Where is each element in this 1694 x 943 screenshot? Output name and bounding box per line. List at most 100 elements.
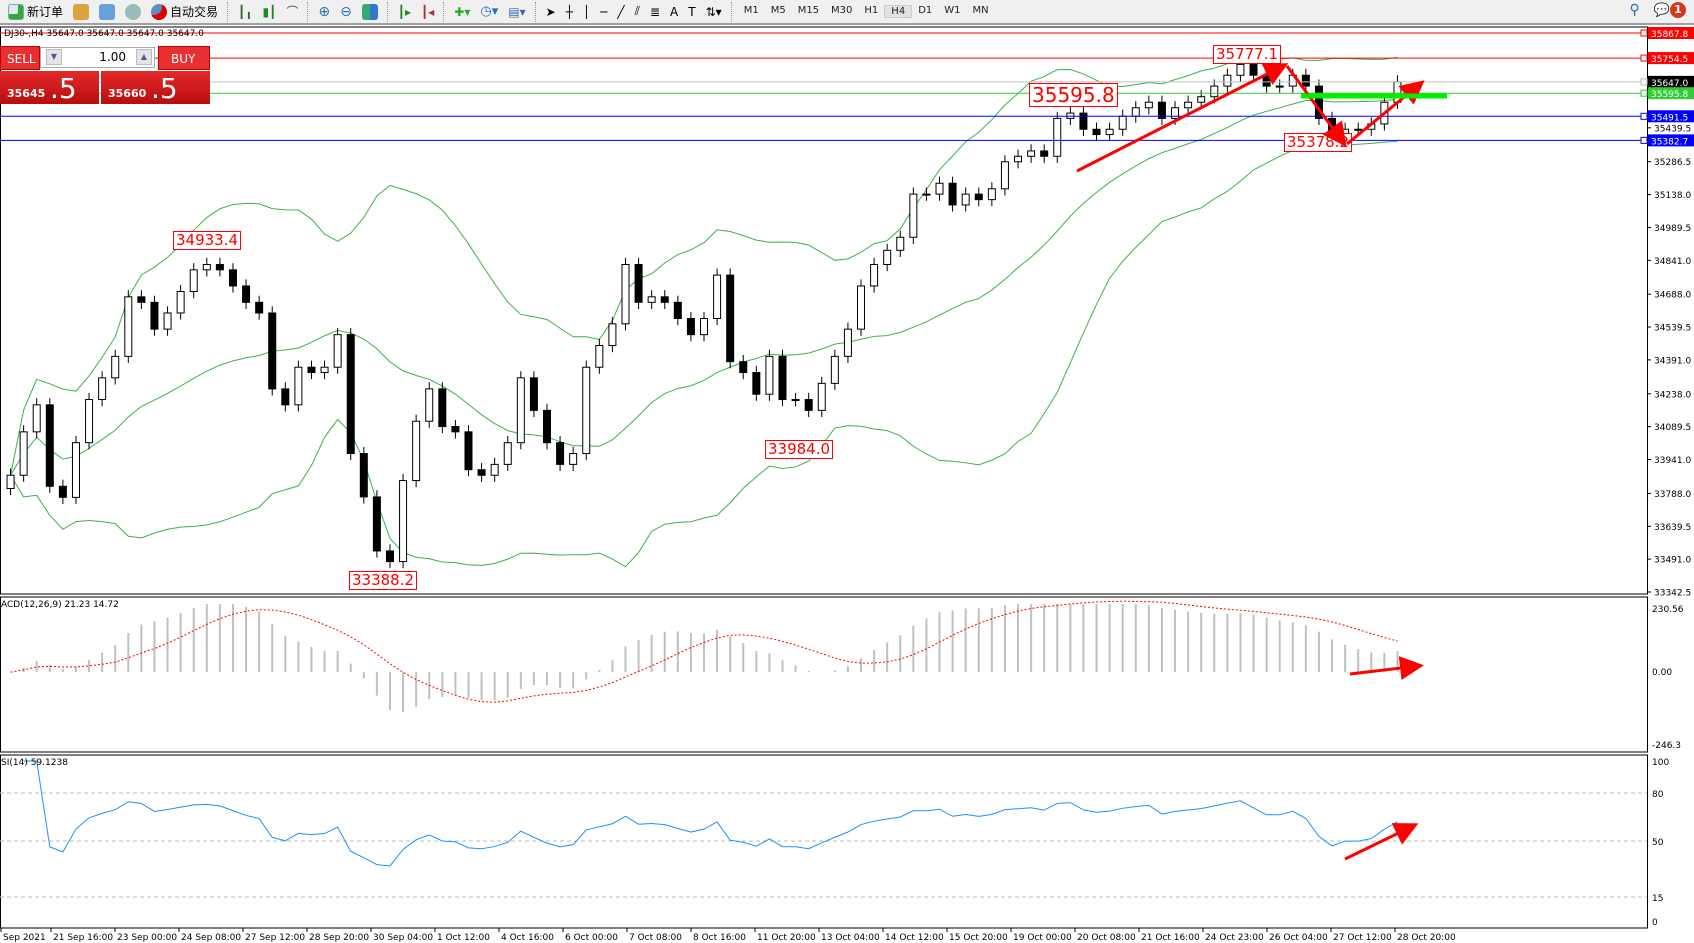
- new-order-button[interactable]: 新订单: [4, 1, 67, 22]
- timeframe-m5[interactable]: M5: [770, 5, 786, 16]
- bear-candle[interactable]: [1314, 85, 1323, 119]
- bear-candle[interactable]: [778, 355, 787, 401]
- bear-candle[interactable]: [948, 182, 957, 206]
- bull-candle[interactable]: [490, 463, 499, 476]
- buy-price-button[interactable]: 35660 .5: [101, 71, 210, 104]
- bull-candle[interactable]: [883, 249, 892, 265]
- bear-candle[interactable]: [150, 301, 159, 330]
- bear-candle[interactable]: [804, 399, 813, 411]
- bear-candle[interactable]: [58, 485, 67, 498]
- navigator-button[interactable]: [95, 1, 119, 22]
- bear-candle[interactable]: [281, 388, 290, 406]
- bull-candle[interactable]: [1275, 85, 1284, 88]
- bull-candle[interactable]: [412, 420, 421, 482]
- bull-candle[interactable]: [202, 263, 211, 271]
- channel-button[interactable]: ⫽: [631, 1, 644, 22]
- bull-candle[interactable]: [1014, 155, 1023, 163]
- bull-candle[interactable]: [1288, 74, 1297, 87]
- text-label-button[interactable]: T: [684, 1, 699, 22]
- bull-candle[interactable]: [333, 334, 342, 368]
- trendline-button[interactable]: ╱: [613, 1, 628, 22]
- bull-candle[interactable]: [1171, 107, 1180, 119]
- search-icon[interactable]: ⚲: [1629, 2, 1640, 18]
- bull-candle[interactable]: [1223, 74, 1232, 87]
- bull-candle[interactable]: [503, 442, 512, 465]
- bull-candle[interactable]: [595, 345, 604, 368]
- bear-candle[interactable]: [726, 274, 735, 363]
- bull-candle[interactable]: [1105, 128, 1114, 136]
- price-annotation[interactable]: 35595.8: [1029, 83, 1118, 107]
- bull-candle[interactable]: [124, 296, 133, 357]
- signals-button[interactable]: [121, 1, 145, 22]
- zoom-in-button[interactable]: ⊕: [314, 1, 334, 22]
- bull-candle[interactable]: [987, 188, 996, 201]
- level-handle[interactable]: [1640, 78, 1648, 86]
- timeframe-h4[interactable]: H4: [884, 5, 913, 18]
- bull-candle[interactable]: [176, 291, 185, 314]
- bull-candle[interactable]: [111, 355, 120, 379]
- timeframe-w1[interactable]: W1: [944, 5, 961, 16]
- horizontal-line-button[interactable]: ─: [596, 1, 611, 22]
- zoom-out-button[interactable]: ⊖: [336, 1, 356, 22]
- bull-candle[interactable]: [163, 312, 172, 330]
- bear-candle[interactable]: [385, 550, 394, 563]
- line-chart-button[interactable]: ⌒: [282, 1, 302, 22]
- sell-price-button[interactable]: 35645 .5: [0, 71, 99, 104]
- bull-candle[interactable]: [1380, 101, 1389, 125]
- chart-shift-button[interactable]: ┃◂: [417, 1, 438, 22]
- candlestick-button[interactable]: ▮┃: [258, 1, 280, 22]
- periods-button[interactable]: ◷▾: [476, 1, 502, 22]
- volume-increase-button[interactable]: ▲: [136, 49, 152, 65]
- price-annotation[interactable]: 35777.1: [1213, 45, 1282, 64]
- bear-candle[interactable]: [346, 334, 355, 455]
- bear-candle[interactable]: [228, 269, 237, 287]
- price-annotation[interactable]: 34933.4: [173, 231, 242, 250]
- fibonacci-button[interactable]: ≣: [646, 1, 664, 22]
- auto-scroll-button[interactable]: ┃▸: [394, 1, 415, 22]
- bull-candle[interactable]: [896, 236, 905, 251]
- bear-candle[interactable]: [1249, 63, 1258, 76]
- bull-candle[interactable]: [32, 404, 41, 433]
- bar-chart-button[interactable]: ┃╻: [234, 1, 256, 22]
- bear-candle[interactable]: [464, 431, 473, 471]
- bear-candle[interactable]: [974, 193, 983, 201]
- bear-candle[interactable]: [307, 366, 316, 374]
- bull-candle[interactable]: [700, 318, 708, 336]
- bull-candle[interactable]: [1367, 123, 1376, 130]
- bear-candle[interactable]: [1092, 128, 1101, 136]
- bear-candle[interactable]: [477, 469, 486, 476]
- bull-candle[interactable]: [320, 366, 329, 374]
- bull-candle[interactable]: [6, 474, 15, 490]
- bull-candle[interactable]: [1027, 150, 1036, 157]
- timeframe-m30[interactable]: M30: [831, 5, 853, 16]
- bear-candle[interactable]: [45, 404, 54, 487]
- timeframe-m1[interactable]: M1: [743, 5, 759, 16]
- price-annotation[interactable]: 35378.2: [1284, 133, 1353, 152]
- bear-candle[interactable]: [739, 361, 748, 374]
- volume-decrease-button[interactable]: ▼: [46, 49, 62, 65]
- bull-candle[interactable]: [909, 193, 918, 238]
- bear-candle[interactable]: [752, 372, 761, 395]
- bear-candle[interactable]: [1262, 74, 1271, 87]
- bull-candle[interactable]: [1053, 117, 1062, 157]
- timeframe-h1[interactable]: H1: [864, 5, 879, 16]
- buy-button[interactable]: BUY: [158, 46, 210, 70]
- bull-candle[interactable]: [85, 399, 94, 444]
- bull-candle[interactable]: [1197, 96, 1206, 103]
- bull-candle[interactable]: [425, 388, 434, 422]
- level-handle[interactable]: [1640, 29, 1648, 37]
- bear-candle[interactable]: [242, 285, 251, 303]
- bull-candle[interactable]: [98, 377, 107, 401]
- bull-candle[interactable]: [71, 442, 80, 498]
- bull-candle[interactable]: [1066, 112, 1075, 119]
- bull-candle[interactable]: [189, 269, 198, 293]
- level-handle[interactable]: [1640, 89, 1648, 97]
- bull-candle[interactable]: [922, 193, 931, 196]
- bull-candle[interactable]: [582, 366, 591, 455]
- bull-candle[interactable]: [399, 480, 408, 563]
- bull-candle[interactable]: [1131, 107, 1140, 117]
- bull-candle[interactable]: [621, 263, 630, 325]
- templates-button[interactable]: ▤▾: [504, 1, 529, 22]
- bull-candle[interactable]: [516, 377, 525, 444]
